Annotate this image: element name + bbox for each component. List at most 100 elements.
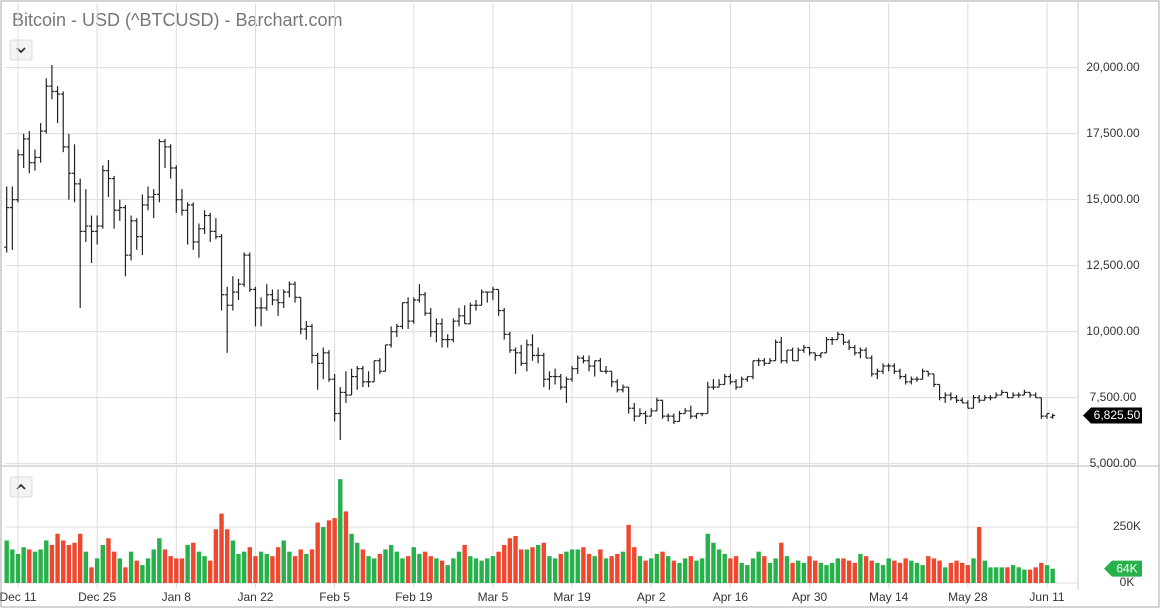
volume-bar	[863, 556, 869, 583]
volume-bar	[264, 553, 269, 583]
button-box[interactable]	[9, 476, 33, 498]
volume-bar	[892, 560, 897, 583]
y-tick-label: 15,000.00	[1086, 192, 1140, 206]
volume-bar	[439, 560, 445, 583]
volume-bar	[779, 542, 784, 583]
volume-bar	[745, 565, 750, 583]
last-volume-label: 64K	[1116, 561, 1137, 575]
volume-bar	[298, 549, 303, 583]
y-tick-label: 7,500.00	[1090, 390, 1137, 404]
y-tick-label: 17,500.00	[1086, 126, 1140, 140]
volume-bar	[179, 558, 185, 583]
expand-button[interactable]	[9, 476, 33, 498]
volume-bar	[841, 558, 846, 583]
volume-bar	[309, 549, 315, 583]
volume-bar	[292, 556, 298, 583]
volume-bar	[247, 547, 253, 583]
volume-bar	[660, 551, 665, 583]
volume-bar	[55, 533, 60, 583]
volume-bar	[835, 558, 841, 583]
volume-bar	[422, 551, 428, 583]
volume-bar	[535, 544, 541, 583]
y-tick-label: 12,500.00	[1086, 258, 1140, 272]
volume-bar	[649, 558, 654, 583]
volume-bar	[552, 558, 558, 583]
volume-bar	[609, 556, 614, 583]
volume-bar	[677, 562, 682, 583]
volume-bar	[360, 549, 366, 583]
button-box[interactable]	[9, 39, 33, 61]
volume-bar	[377, 553, 383, 583]
volume-bar	[451, 558, 456, 583]
volume-bar	[332, 518, 337, 583]
chart-title: Bitcoin - USD (^BTCUSD) - Barchart.com	[12, 10, 343, 30]
volume-bar	[575, 549, 580, 583]
volume-bar	[202, 556, 207, 583]
volume-bar	[869, 560, 874, 583]
volume-bar	[993, 567, 999, 583]
volume-bar	[1010, 565, 1016, 583]
volume-bar	[61, 540, 66, 583]
volume-bar	[10, 549, 15, 583]
volume-bar	[270, 556, 275, 583]
volume-bar	[586, 553, 592, 583]
volume-bar	[479, 560, 484, 583]
y-tick-label: 20,000.00	[1086, 60, 1140, 74]
volume-bar	[632, 547, 637, 583]
volume-bar	[598, 549, 603, 583]
volume-bar	[796, 560, 801, 583]
volume-bar	[665, 556, 671, 583]
x-tick-label: Jan 22	[237, 590, 273, 604]
x-tick-label: Jan 8	[162, 590, 192, 604]
volume-bar	[383, 549, 388, 583]
volume-bar	[473, 558, 479, 583]
volume-bar	[671, 560, 677, 583]
volume-bar	[27, 549, 32, 583]
volume-bar	[456, 551, 462, 583]
volume-bar	[541, 542, 547, 583]
volume-bar	[417, 553, 422, 583]
volume-bar	[236, 553, 241, 583]
volume-bar	[44, 540, 49, 583]
volume-bar	[547, 556, 552, 583]
volume-bar	[38, 549, 43, 583]
volume-bar	[304, 553, 309, 583]
volume-bar	[909, 560, 914, 583]
volume-bar	[1022, 569, 1027, 583]
last-price-flag	[1083, 407, 1142, 424]
volume-bar	[530, 547, 535, 583]
volume-bar	[699, 558, 705, 583]
x-tick-label: Mar 19	[553, 590, 591, 604]
volume-bar	[914, 562, 920, 583]
collapse-button[interactable]	[9, 39, 33, 61]
volume-bar	[174, 558, 179, 583]
volume-bar	[355, 542, 360, 583]
volume-bar	[829, 562, 835, 583]
volume-bar	[208, 560, 213, 583]
volume-bar	[371, 558, 377, 583]
volume-bar	[682, 558, 688, 583]
volume-bar	[83, 551, 89, 583]
volume-bar	[338, 479, 343, 583]
volume-bar	[886, 558, 891, 583]
volume-bar	[496, 551, 501, 583]
volume-bar	[728, 558, 733, 583]
volume-bar	[230, 540, 236, 583]
volume-bar	[858, 553, 863, 583]
volume-bar	[620, 551, 626, 583]
y-tick-label: 10,000.00	[1086, 324, 1140, 338]
volume-bar	[343, 511, 349, 583]
volume-bar	[326, 520, 332, 583]
volume-bar	[1039, 562, 1044, 583]
volume-bar	[739, 562, 744, 583]
volume-bar	[191, 542, 196, 583]
volume-bar	[812, 560, 818, 583]
volume-bar	[965, 565, 971, 583]
volume-bar	[241, 551, 247, 583]
volume-bar	[321, 527, 326, 583]
volume-bar	[637, 556, 643, 583]
y-tick-label: 5,000.00	[1090, 456, 1137, 470]
volume-bar	[140, 565, 145, 583]
volume-bar	[773, 558, 778, 583]
